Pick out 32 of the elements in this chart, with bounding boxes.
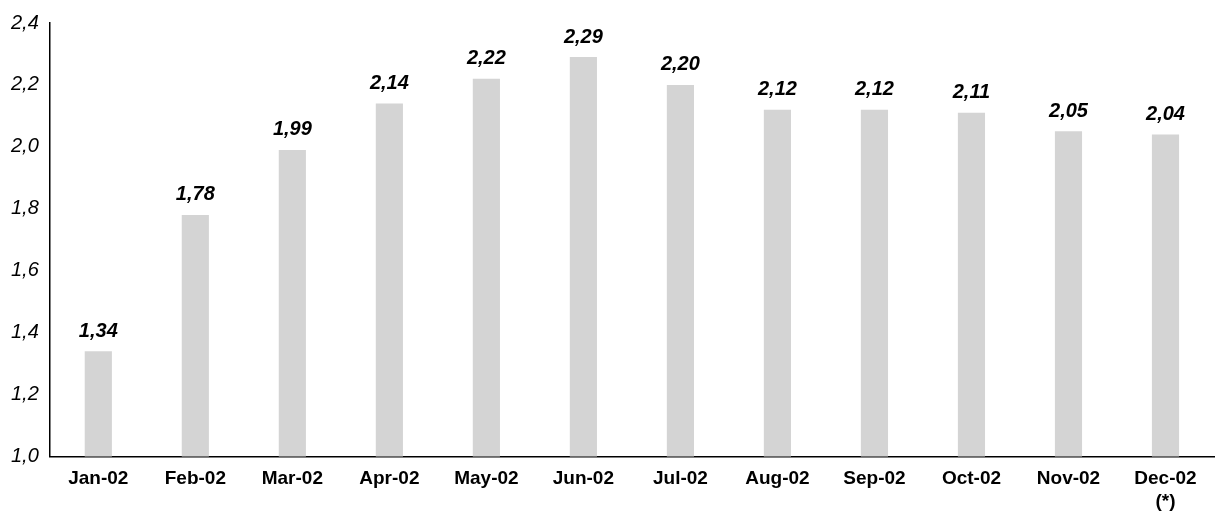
data-label: 2,04 — [1145, 101, 1185, 124]
data-label: 2,05 — [1048, 98, 1089, 121]
data-label: 2,12 — [853, 77, 894, 100]
y-tick-label: 1,0 — [10, 443, 39, 466]
x-tick-label: Jan-02 — [68, 467, 129, 489]
y-tick-label: 2,2 — [9, 72, 39, 95]
x-tick-label: Feb-02 — [164, 467, 226, 489]
data-label: 1,99 — [272, 117, 313, 140]
data-label: 2,11 — [951, 80, 991, 103]
y-tick-label: 1,8 — [10, 196, 39, 219]
data-label: 2,22 — [465, 46, 506, 69]
x-tick-label: Dec-02 (*) — [1134, 467, 1197, 511]
y-tick-label: 2,4 — [9, 10, 39, 33]
y-tick-label: 2,0 — [9, 134, 39, 157]
x-tick-label: Oct-02 — [941, 467, 1002, 489]
data-label: 1,34 — [78, 318, 118, 341]
x-tick-label: May-02 — [454, 467, 519, 489]
data-label: 2,12 — [756, 77, 797, 100]
data-label: 2,29 — [562, 24, 604, 47]
x-tick-label: Jul-02 — [652, 467, 708, 489]
x-tick-label: Sep-02 — [843, 467, 906, 489]
y-tick-label: 1,4 — [10, 320, 39, 343]
data-label: 2,20 — [659, 52, 700, 75]
y-tick-label: 1,6 — [10, 258, 40, 281]
x-tick-label: Aug-02 — [745, 467, 810, 489]
data-label: 1,78 — [175, 182, 216, 205]
x-tick-label: Apr-02 — [359, 467, 420, 489]
data-label: 2,14 — [368, 71, 409, 93]
x-tick-label: Mar-02 — [261, 467, 323, 489]
y-tick-label: 1,2 — [10, 382, 39, 405]
x-tick-label: Jun-02 — [552, 467, 615, 489]
x-tick-label: Nov-02 — [1036, 467, 1101, 489]
